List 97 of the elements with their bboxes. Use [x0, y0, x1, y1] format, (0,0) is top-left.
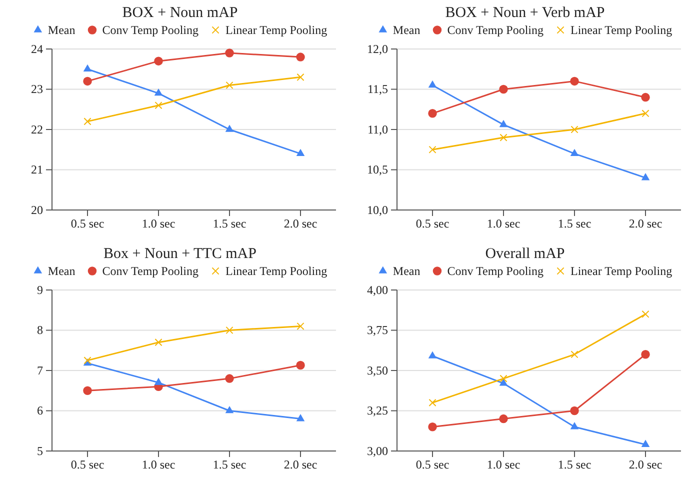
point: [570, 406, 579, 416]
chart-title: Box + Noun + TTC mAP: [104, 246, 256, 262]
legend-label: Mean: [392, 23, 420, 37]
chart-title: BOX + Noun mAP: [122, 5, 238, 21]
point: [641, 172, 650, 180]
point: [84, 118, 92, 126]
x-tick-label: 0.5 sec: [416, 216, 450, 231]
x-tick-label: 1.0 sec: [142, 458, 176, 472]
point: [499, 84, 508, 94]
point: [154, 88, 163, 96]
point: [225, 374, 234, 383]
y-tick-label: 3,00: [367, 444, 388, 458]
point: [428, 351, 437, 358]
point: [428, 146, 436, 154]
x-tick-label: 1.5 sec: [212, 216, 246, 231]
x-tick-label: 0.5 sec: [416, 458, 450, 472]
legend-label: Conv Temp Pooling: [102, 264, 199, 278]
legend-label: Linear Temp Pooling: [570, 264, 672, 278]
point: [154, 378, 163, 385]
y-tick-label: 12,0: [367, 42, 388, 56]
x-tick-label: 2.0 sec: [284, 458, 318, 472]
legend-label: Conv Temp Pooling: [447, 23, 544, 37]
x-tick-label: 0.5 sec: [70, 458, 104, 472]
point: [642, 110, 650, 118]
point: [570, 422, 579, 430]
legend-label: Mean: [48, 23, 76, 37]
y-tick-label: 21: [31, 162, 43, 177]
x-tick-label: 1.5 sec: [558, 216, 592, 231]
point: [500, 374, 508, 382]
point: [225, 48, 234, 58]
point: [570, 126, 578, 134]
legend-label: Conv Temp Pooling: [447, 264, 544, 278]
y-tick-label: 11,5: [367, 82, 388, 96]
chart-title: BOX + Noun + Verb mAP: [445, 5, 605, 21]
x-tick-label: 1.0 sec: [142, 216, 176, 231]
legend-label: Mean: [392, 264, 420, 278]
y-tick-label: 7: [37, 363, 43, 378]
point: [225, 406, 234, 414]
y-tick-label: 3,50: [367, 363, 388, 378]
legend-label: Linear Temp Pooling: [570, 23, 672, 37]
point: [642, 310, 650, 318]
point: [296, 73, 304, 81]
point: [83, 76, 92, 86]
y-tick-label: 20: [31, 202, 43, 217]
point: [641, 350, 650, 359]
x-tick-label: 1.5 sec: [558, 458, 592, 472]
point: [570, 350, 578, 358]
y-tick-label: 3,25: [367, 404, 388, 418]
x-tick-label: 1.0 sec: [486, 216, 520, 231]
y-tick-label: 5: [37, 444, 43, 458]
x-tick-label: 1.0 sec: [486, 458, 520, 472]
legend-label: Conv Temp Pooling: [102, 23, 199, 37]
point: [226, 81, 234, 90]
y-tick-label: 6: [37, 404, 43, 418]
point: [226, 326, 234, 334]
point: [83, 64, 92, 72]
point: [428, 398, 436, 406]
y-tick-label: 8: [37, 323, 43, 338]
point: [296, 148, 305, 156]
point: [154, 102, 162, 110]
point: [296, 360, 305, 370]
point: [154, 338, 162, 346]
point: [296, 322, 304, 330]
legend-label: Linear Temp Pooling: [226, 23, 328, 37]
point: [428, 109, 437, 118]
x-tick-label: 0.5 sec: [70, 216, 104, 231]
point: [499, 378, 508, 386]
x-tick-label: 2.0 sec: [628, 458, 662, 472]
y-tick-label: 11,0: [367, 122, 388, 136]
x-tick-label: 1.5 sec: [212, 458, 246, 472]
point: [499, 414, 508, 424]
point: [428, 80, 437, 88]
point: [296, 52, 305, 62]
point: [570, 148, 579, 156]
point: [154, 56, 163, 66]
y-tick-label: 24: [31, 42, 43, 56]
x-tick-label: 2.0 sec: [284, 216, 318, 231]
y-tick-label: 9: [37, 282, 43, 297]
y-tick-label: 23: [31, 82, 43, 96]
point: [428, 422, 437, 432]
y-tick-label: 4,00: [367, 282, 388, 297]
point: [225, 124, 234, 132]
legend-label: Linear Temp Pooling: [226, 264, 328, 278]
y-tick-label: 10,5: [367, 162, 388, 177]
y-tick-label: 3,75: [367, 323, 388, 338]
legend-label: Mean: [48, 264, 76, 278]
point: [641, 92, 650, 102]
point: [641, 440, 650, 447]
point: [570, 76, 579, 86]
point: [499, 120, 508, 128]
point: [83, 386, 92, 395]
x-tick-label: 2.0 sec: [628, 216, 662, 231]
point: [296, 414, 305, 422]
chart-title: Overall mAP: [485, 246, 565, 262]
y-tick-label: 10,0: [367, 202, 388, 217]
y-tick-label: 22: [31, 122, 43, 136]
point: [500, 134, 508, 142]
